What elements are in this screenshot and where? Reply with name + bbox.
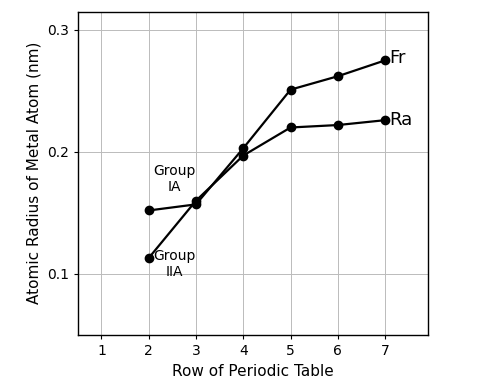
Text: Fr: Fr — [389, 49, 405, 67]
X-axis label: Row of Periodic Table: Row of Periodic Table — [172, 363, 333, 378]
Text: Group
IA: Group IA — [154, 164, 196, 194]
Text: Group
IIA: Group IIA — [154, 249, 196, 279]
Text: Ra: Ra — [389, 111, 412, 129]
Y-axis label: Atomic Radius of Metal Atom (nm): Atomic Radius of Metal Atom (nm) — [26, 42, 41, 305]
